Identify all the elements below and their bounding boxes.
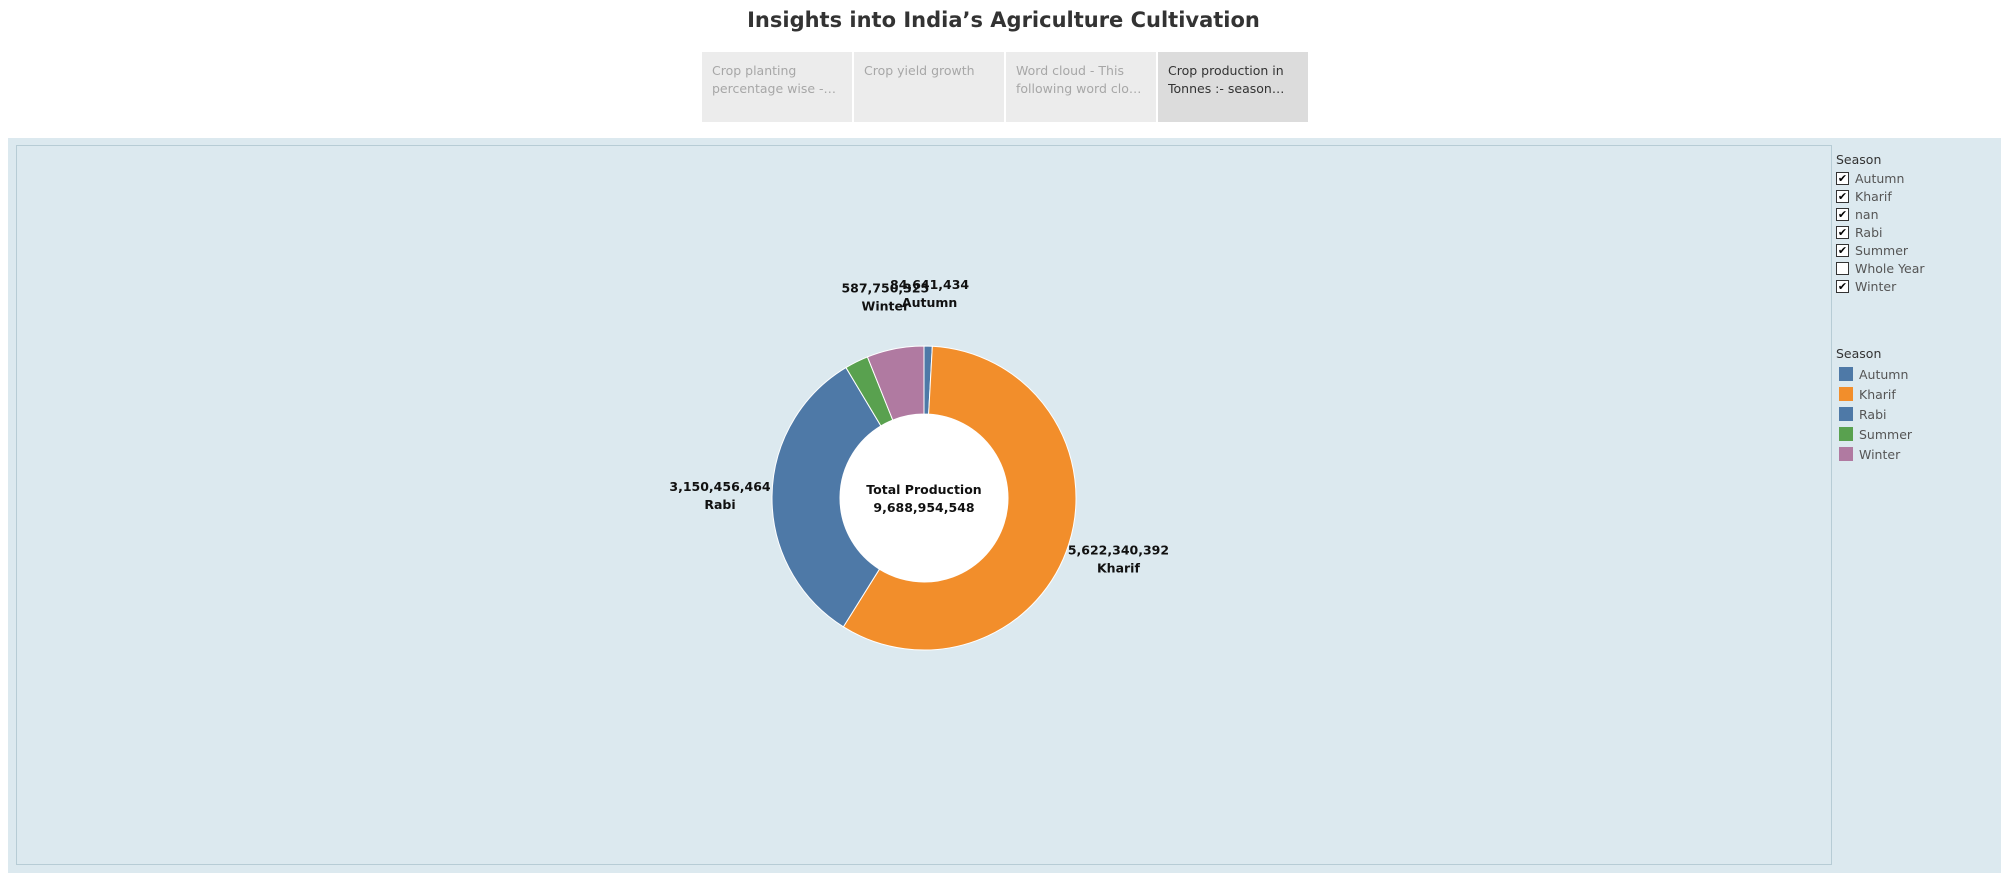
tab-crop-yield[interactable]: Crop yield growth bbox=[854, 52, 1004, 122]
filter-item-rabi[interactable]: ✔ Rabi bbox=[1836, 223, 1996, 241]
legend-item-rabi[interactable]: Rabi bbox=[1836, 404, 1996, 424]
filter-item-summer[interactable]: ✔ Summer bbox=[1836, 241, 1996, 259]
slice-value-label: 5,622,340,392 bbox=[1068, 543, 1169, 558]
center-label-title: Total Production bbox=[866, 482, 981, 497]
checkbox[interactable]: ✔ bbox=[1836, 171, 1849, 185]
chart-area: Total Production 9,688,954,548 84,641,434 A… bbox=[16, 145, 1832, 865]
dashboard-panel: Total Production 9,688,954,548 84,641,434 A… bbox=[8, 138, 2001, 873]
checkbox[interactable]: ✔ bbox=[1836, 243, 1849, 257]
slice-rabi[interactable] bbox=[771, 366, 882, 628]
slice-name-label: Winter bbox=[862, 299, 910, 314]
slice-name-label: Rabi bbox=[704, 497, 735, 512]
filter-item-whole-year[interactable]: Whole Year bbox=[1836, 259, 1996, 277]
tab-label: Crop planting percentage wise - This fol… bbox=[712, 63, 824, 96]
dashboard-title: Insights into India’s Agriculture Cultiv… bbox=[747, 8, 1260, 32]
legend-item-autumn[interactable]: Autumn bbox=[1836, 364, 1996, 384]
tab-word-cloud[interactable]: Word cloud - This following word cloud s… bbox=[1006, 52, 1156, 122]
legend-item-summer[interactable]: Summer bbox=[1836, 424, 1996, 444]
legend-swatch bbox=[1839, 387, 1853, 401]
donut-chart: Total Production 9,688,954,548 84,641,434 A… bbox=[669, 277, 1169, 651]
tab-crop-planting[interactable]: Crop planting percentage wise - This fol… bbox=[702, 52, 852, 122]
legend-label: Winter bbox=[1859, 446, 1901, 462]
story-tabs: Crop planting percentage wise - This fol… bbox=[702, 52, 1310, 122]
legend-label: Summer bbox=[1859, 426, 1913, 442]
legend-label: Rabi bbox=[1859, 406, 1887, 422]
checkbox[interactable]: ✔ bbox=[1836, 225, 1849, 239]
checkbox[interactable]: ✔ bbox=[1836, 189, 1849, 203]
center-label-value: 9,688,954,548 bbox=[873, 500, 974, 515]
donut-hole bbox=[840, 414, 1008, 582]
filter-item-label: Summer bbox=[1855, 242, 1909, 258]
slice-name-label: Kharif bbox=[1097, 561, 1140, 576]
legend-label: Autumn bbox=[1859, 366, 1909, 382]
filter-item-autumn[interactable]: ✔ Autumn bbox=[1836, 169, 1996, 187]
filter-item-label: Winter bbox=[1855, 278, 1897, 294]
checkbox[interactable]: ✔ bbox=[1836, 207, 1849, 221]
tab-label: Word cloud - This following word cloud s… bbox=[1016, 63, 1145, 96]
checkbox[interactable] bbox=[1836, 261, 1849, 275]
tab-crop-production[interactable]: Crop production in Tonnes :- season wise… bbox=[1158, 52, 1308, 122]
filter-item-label: Kharif bbox=[1855, 188, 1892, 204]
filter-item-label: nan bbox=[1855, 206, 1879, 222]
legend-swatch bbox=[1839, 427, 1853, 441]
filter-item-label: Whole Year bbox=[1855, 260, 1925, 276]
slice-value-label: 587,750,325 bbox=[841, 281, 929, 296]
filter-item-kharif[interactable]: ✔ Kharif bbox=[1836, 187, 1996, 205]
slice-value-label: 84,641,434 bbox=[890, 277, 969, 292]
tab-label: Crop production in Tonnes :- season wise… bbox=[1168, 63, 1284, 96]
filter-item-nan[interactable]: ✔ nan bbox=[1836, 205, 1996, 223]
slice-name-label: Autumn bbox=[902, 295, 957, 310]
season-filter: Season ✔ Autumn ✔ Kharif ✔ nan ✔ Rabi ✔ … bbox=[1836, 152, 1996, 295]
filter-item-label: Autumn bbox=[1855, 170, 1905, 186]
filter-title: Season bbox=[1836, 152, 1882, 167]
legend-item-kharif[interactable]: Kharif bbox=[1836, 384, 1996, 404]
legend-label: Kharif bbox=[1859, 386, 1896, 402]
legend-swatch bbox=[1839, 447, 1853, 461]
legend-swatch bbox=[1839, 367, 1853, 381]
slice-value-label: 3,150,456,464 bbox=[669, 479, 771, 494]
color-legend: Season Autumn Kharif Rabi Summer Winter bbox=[1836, 346, 1996, 464]
filter-item-winter[interactable]: ✔ Winter bbox=[1836, 277, 1996, 295]
legend-title: Season bbox=[1836, 346, 1882, 361]
legend-swatch bbox=[1839, 407, 1853, 421]
tab-label: Crop yield growth bbox=[864, 63, 975, 78]
filter-item-label: Rabi bbox=[1855, 224, 1883, 240]
legend-item-winter[interactable]: Winter bbox=[1836, 444, 1996, 464]
checkbox[interactable]: ✔ bbox=[1836, 279, 1849, 293]
